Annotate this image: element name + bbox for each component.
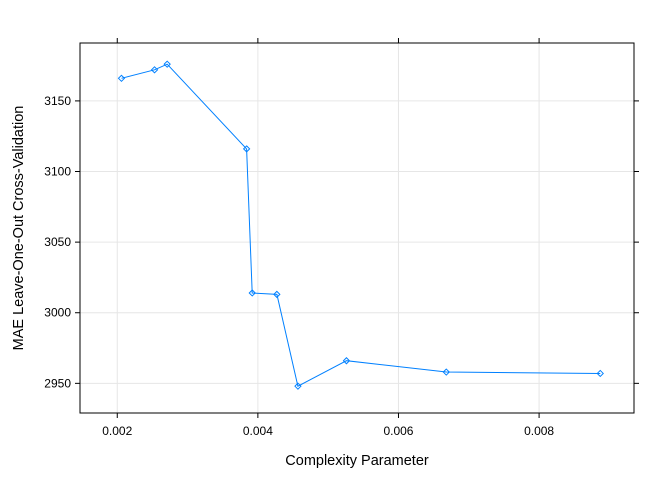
series-layer bbox=[117, 60, 604, 390]
data-point bbox=[442, 368, 450, 376]
data-point bbox=[242, 145, 251, 153]
axis-ticks bbox=[75, 38, 639, 418]
data-point bbox=[248, 289, 256, 297]
y-tick-label: 3100 bbox=[44, 165, 71, 179]
x-axis-label: Complexity Parameter bbox=[285, 453, 429, 469]
y-tick-label: 3000 bbox=[44, 306, 71, 320]
data-point bbox=[273, 290, 281, 299]
data-point bbox=[150, 66, 159, 74]
data-point bbox=[294, 382, 302, 390]
data-point bbox=[596, 369, 604, 378]
series-line bbox=[121, 63, 601, 387]
y-tick-label: 3150 bbox=[44, 94, 71, 108]
x-tick-label: 0.008 bbox=[524, 424, 554, 438]
x-tick-label: 0.004 bbox=[243, 424, 273, 438]
data-point bbox=[342, 357, 351, 365]
grid-lines bbox=[80, 43, 634, 413]
y-tick-label: 3050 bbox=[44, 235, 71, 249]
y-axis-label: MAE Leave-One-Out Cross-Validation bbox=[11, 106, 27, 351]
x-tick-label: 0.006 bbox=[383, 424, 413, 438]
y-tick-label: 2950 bbox=[44, 376, 71, 390]
data-point bbox=[163, 60, 171, 68]
x-tick-label: 0.002 bbox=[102, 424, 132, 438]
tick-labels: 0.002 0.004 0.006 0.008 2950 3000 3050 3100 3150 bbox=[44, 94, 554, 438]
data-point bbox=[117, 74, 126, 83]
plot-frame bbox=[79, 42, 635, 414]
